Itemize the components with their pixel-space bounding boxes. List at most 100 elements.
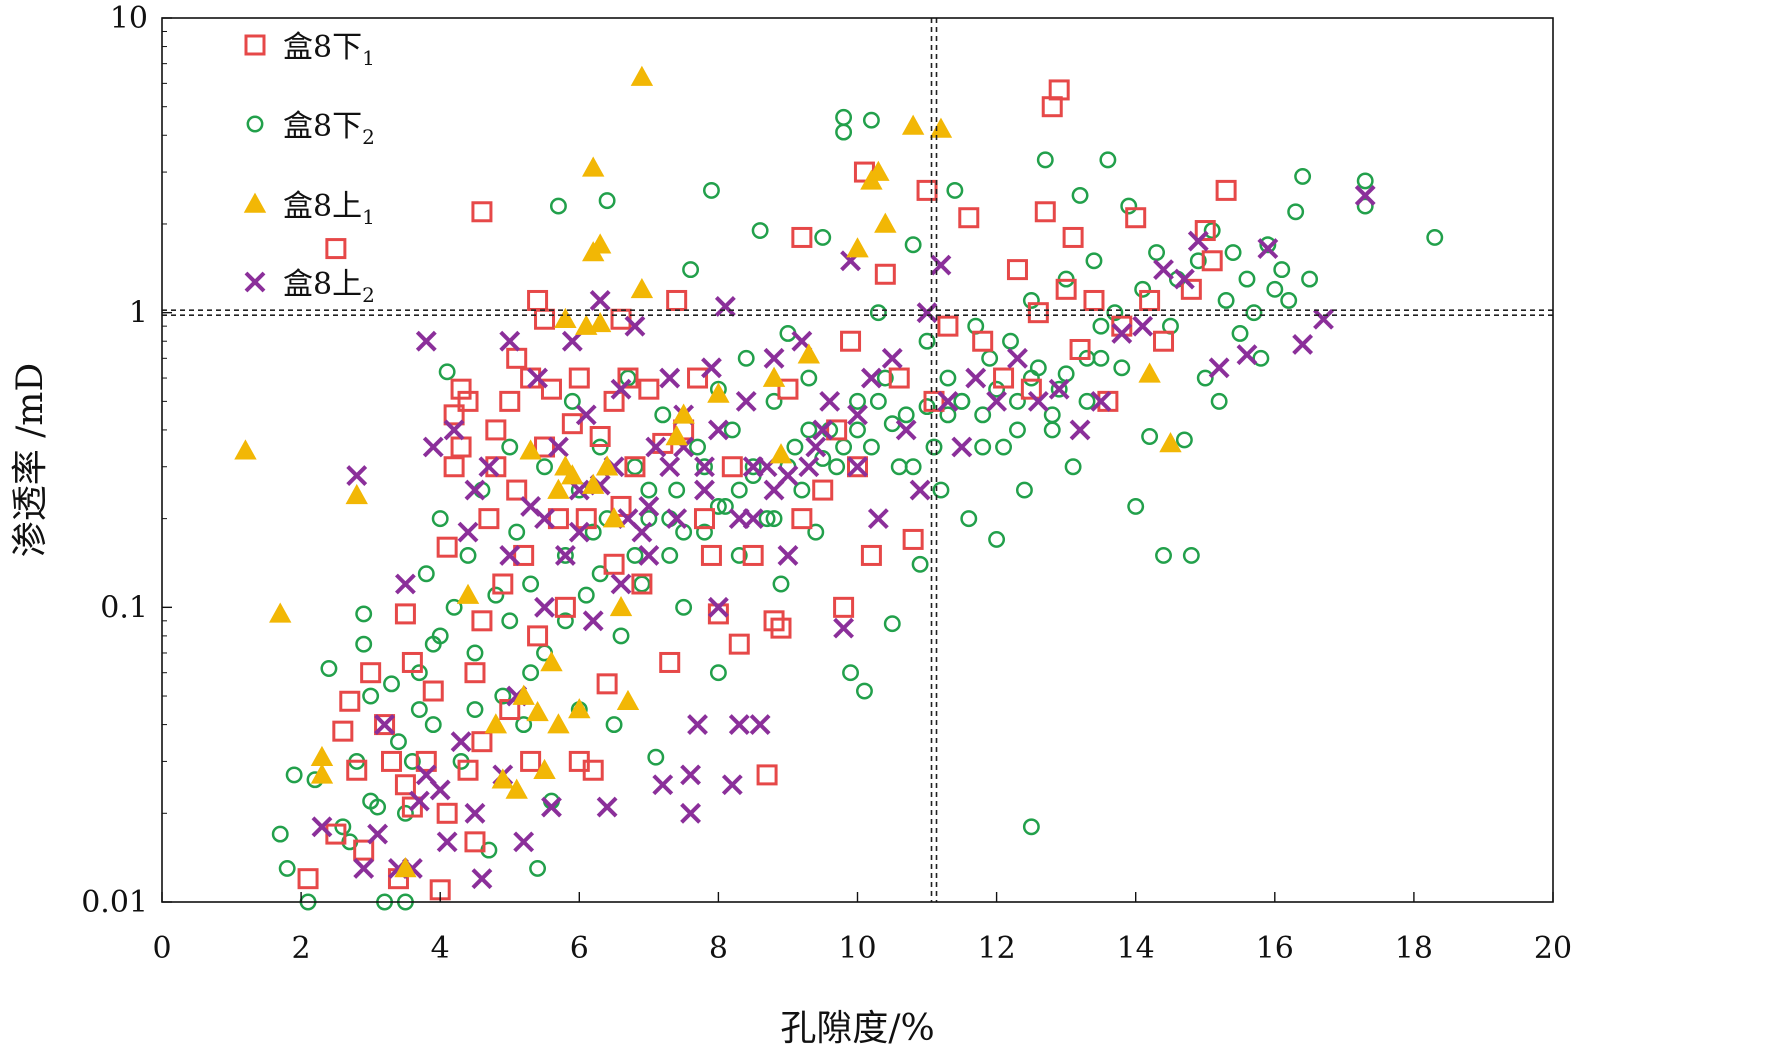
data-point bbox=[401, 651, 423, 673]
x-stroke bbox=[408, 790, 430, 812]
data-point bbox=[561, 464, 584, 485]
data-point bbox=[320, 660, 338, 677]
data-point bbox=[1208, 357, 1230, 379]
x-stroke bbox=[596, 796, 618, 818]
data-point bbox=[1064, 458, 1082, 476]
data-point bbox=[1236, 344, 1258, 366]
data-point bbox=[609, 595, 633, 617]
data-point bbox=[1069, 338, 1091, 360]
x-stroke bbox=[561, 330, 583, 352]
legend-label: 盒8上1 bbox=[283, 189, 375, 229]
x-stroke bbox=[415, 764, 437, 786]
data-point bbox=[888, 367, 910, 389]
data-point bbox=[1155, 546, 1172, 564]
data-point bbox=[904, 236, 922, 254]
data-point bbox=[588, 311, 612, 333]
x-stroke bbox=[422, 436, 444, 458]
y-tick-label: 0.1 bbox=[100, 590, 148, 625]
x-stroke bbox=[881, 347, 903, 369]
data-point bbox=[860, 367, 882, 389]
x-stroke bbox=[1208, 357, 1230, 379]
x-stroke bbox=[819, 390, 841, 412]
data-point bbox=[847, 404, 868, 426]
data-point bbox=[1189, 252, 1207, 270]
data-point bbox=[443, 456, 465, 478]
x-stroke bbox=[624, 315, 646, 337]
data-point bbox=[394, 857, 417, 878]
data-point bbox=[680, 802, 701, 824]
y-tick-label: 10 bbox=[110, 1, 148, 36]
x-stroke bbox=[951, 436, 973, 458]
x-stroke bbox=[735, 390, 757, 412]
data-point bbox=[874, 263, 896, 285]
data-point bbox=[396, 804, 414, 822]
data-point bbox=[728, 508, 750, 530]
data-point bbox=[346, 759, 368, 781]
data-point bbox=[484, 713, 508, 734]
data-point bbox=[867, 160, 890, 181]
data-point bbox=[835, 108, 853, 126]
legend-label-main: 盒8下 bbox=[283, 109, 362, 144]
data-point bbox=[974, 406, 992, 424]
data-point bbox=[694, 456, 715, 478]
data-point bbox=[751, 222, 769, 239]
data-point bbox=[805, 436, 827, 458]
data-point bbox=[846, 237, 869, 258]
data-point bbox=[904, 458, 922, 476]
data-point bbox=[769, 443, 793, 464]
x-stroke bbox=[666, 508, 688, 530]
data-point bbox=[415, 750, 437, 772]
data-point bbox=[1139, 289, 1161, 311]
x-stroke bbox=[429, 779, 451, 801]
data-point bbox=[849, 421, 866, 439]
data-point bbox=[346, 465, 368, 486]
data-point bbox=[765, 510, 783, 528]
data-point bbox=[937, 390, 959, 412]
x-stroke bbox=[415, 330, 437, 352]
data-point bbox=[457, 521, 479, 543]
data-point bbox=[536, 458, 553, 476]
data-point bbox=[534, 436, 556, 458]
data-point bbox=[721, 456, 743, 478]
reference-lines bbox=[162, 18, 1553, 902]
data-point bbox=[561, 330, 583, 352]
data-point bbox=[563, 392, 581, 410]
x-stroke bbox=[847, 404, 868, 426]
data-point bbox=[874, 212, 897, 233]
data-point bbox=[1301, 270, 1319, 288]
x-stroke bbox=[568, 479, 590, 501]
x-stroke bbox=[554, 545, 576, 566]
data-point bbox=[1111, 323, 1133, 344]
data-point bbox=[869, 392, 887, 410]
series-x bbox=[311, 184, 1376, 890]
x-stroke bbox=[464, 802, 486, 824]
legend-label: 盒8下1 bbox=[283, 30, 375, 70]
x-stroke bbox=[610, 378, 632, 400]
data-point bbox=[1078, 392, 1096, 410]
data-point bbox=[812, 419, 834, 441]
data-point bbox=[797, 343, 821, 364]
x-stroke bbox=[534, 508, 555, 530]
data-point bbox=[595, 455, 619, 476]
data-point bbox=[696, 523, 713, 541]
x-stroke bbox=[311, 816, 333, 838]
data-point bbox=[513, 831, 535, 853]
data-point bbox=[355, 605, 373, 623]
legend-label: 盒8上2 bbox=[283, 267, 375, 307]
data-point bbox=[696, 458, 713, 476]
data-point bbox=[702, 181, 720, 199]
x-stroke bbox=[471, 868, 493, 890]
data-point bbox=[1132, 315, 1154, 337]
x-stroke bbox=[478, 456, 500, 478]
data-point bbox=[709, 664, 727, 682]
data-point bbox=[471, 201, 493, 223]
data-point bbox=[445, 598, 463, 616]
x-stroke bbox=[527, 367, 548, 389]
x-stroke bbox=[534, 596, 555, 618]
data-point bbox=[1201, 250, 1223, 272]
x-stroke bbox=[680, 802, 701, 824]
legend-label-main: 盒8上 bbox=[283, 267, 362, 302]
data-point bbox=[777, 545, 799, 566]
data-point bbox=[512, 684, 535, 705]
